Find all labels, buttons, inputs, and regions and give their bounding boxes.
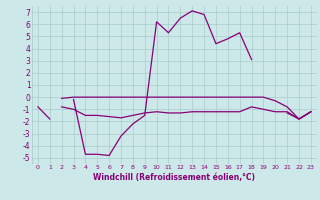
X-axis label: Windchill (Refroidissement éolien,°C): Windchill (Refroidissement éolien,°C): [93, 173, 255, 182]
